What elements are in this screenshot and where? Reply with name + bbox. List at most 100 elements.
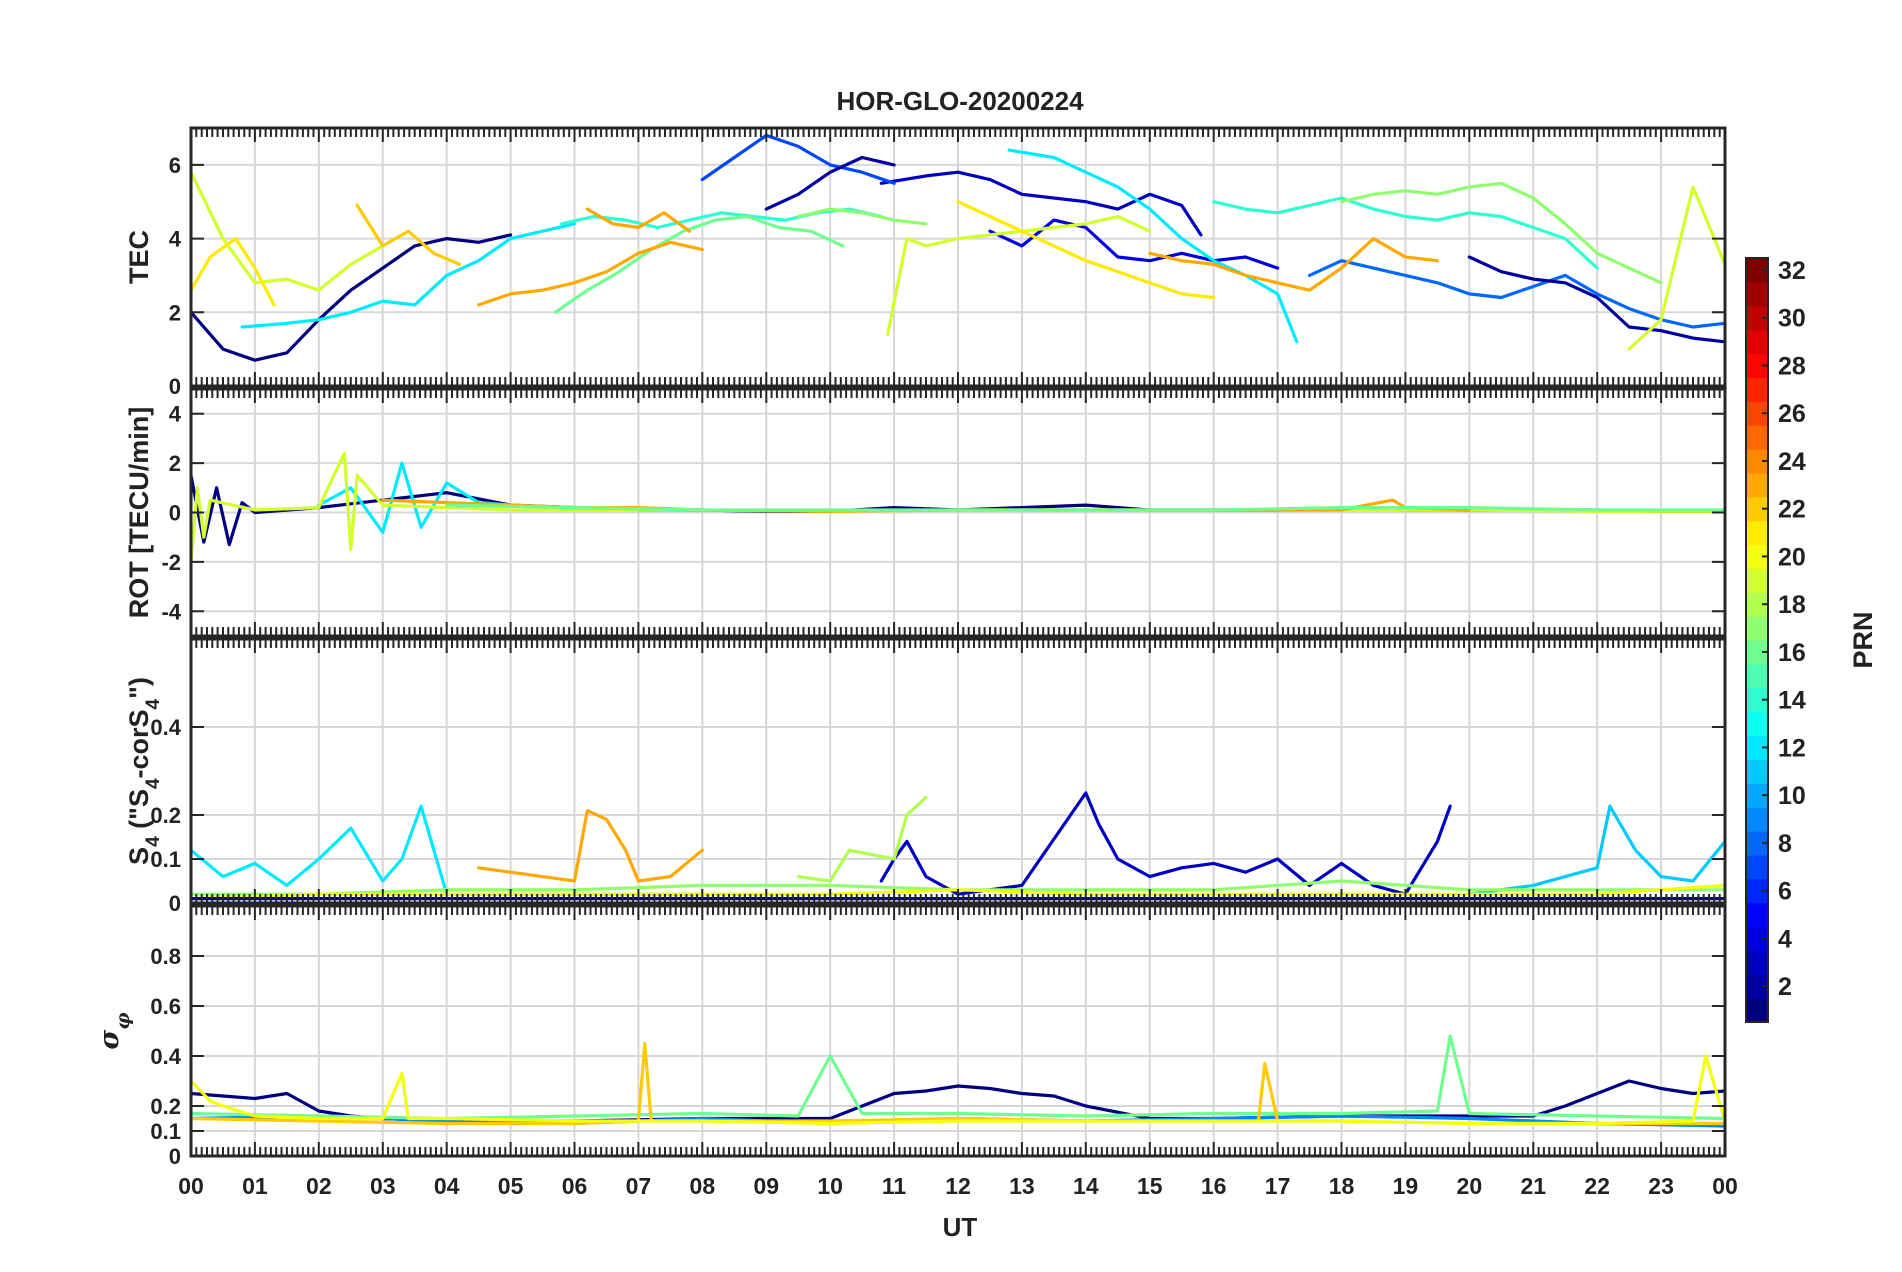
colorbar-frame	[1745, 257, 1769, 1023]
colorbar-tick-label: 8	[1778, 830, 1792, 858]
x-tick-label: 00	[178, 1173, 204, 1199]
y-tick-label: 0.4	[150, 1044, 181, 1069]
colorbar-segment	[1746, 998, 1768, 1023]
series-line-prn-8	[1307, 259, 1725, 329]
colorbar-segment	[1746, 663, 1768, 689]
panel-frame	[189, 904, 1727, 1158]
colorbar-segment	[1746, 687, 1768, 713]
colorbar-tick-label: 12	[1778, 734, 1806, 762]
colorbar-tick-label: 16	[1778, 639, 1806, 667]
x-axis: 00 01 02 03 04 05 06 07 08 09 10 11 12 13 14 15 16 17 18 19…	[178, 1173, 1738, 1199]
colorbar-tick-label: 30	[1778, 305, 1806, 333]
panel-series	[191, 133, 1725, 362]
colorbar-tick-label: 20	[1778, 543, 1806, 571]
colorbar-segment	[1746, 568, 1768, 593]
series-line-prn-18	[796, 795, 928, 883]
x-tick-label: 00	[1712, 1173, 1738, 1199]
x-tick-label: 04	[434, 1173, 460, 1199]
colorbar-segment	[1746, 878, 1768, 904]
colorbar-segment	[1746, 974, 1768, 999]
series-line-prn-1	[191, 1079, 1725, 1123]
y-tick-label: 0	[169, 501, 181, 526]
panel-frame	[189, 387, 1727, 638]
x-tick-label: 18	[1329, 1173, 1355, 1199]
colorbar-segment	[1746, 854, 1768, 880]
colorbar-segment	[1746, 950, 1768, 975]
panel-2: -4 -2 0 2 4 ROT [TECU/min]	[124, 387, 1727, 638]
x-tick-label: 20	[1457, 1173, 1483, 1199]
x-axis-label: UT	[943, 1212, 978, 1242]
series-line-prn-16	[553, 214, 845, 314]
x-tick-label: 06	[562, 1173, 588, 1199]
y-tick-label: -2	[161, 550, 181, 575]
y-tick-label: 0.4	[150, 715, 181, 740]
colorbar-segment	[1746, 807, 1768, 832]
colorbar-segment	[1746, 544, 1768, 569]
series-line-prn-1	[191, 233, 513, 362]
series-line-prn-23	[477, 240, 704, 307]
series-line-prn-4	[988, 218, 1280, 270]
y-axis-label: TEC	[124, 230, 154, 284]
colorbar-tick-label: 2	[1778, 973, 1792, 1001]
colorbar-segment	[1746, 258, 1768, 283]
colorbar-segment	[1746, 783, 1768, 808]
colorbar-label: PRN	[1848, 611, 1878, 668]
series-line-prn-16	[445, 503, 1725, 512]
y-tick-label: 0.2	[150, 1094, 181, 1119]
colorbar-segment	[1746, 520, 1768, 546]
x-tick-label: 19	[1393, 1173, 1419, 1199]
y-tick-label: 4	[169, 227, 182, 252]
colorbar-segment	[1746, 759, 1768, 784]
series-line-prn-19	[191, 170, 385, 292]
panel-frame	[189, 637, 1727, 905]
colorbar-tick-label: 32	[1778, 257, 1806, 285]
series-line-prn-22	[355, 203, 462, 266]
panel-series	[191, 1034, 1725, 1128]
panel-frame	[189, 126, 1727, 388]
colorbar-segment	[1746, 592, 1768, 617]
y-tick-label: 0	[169, 891, 181, 916]
series-line-prn-17	[1339, 181, 1663, 285]
panel-1: 0 2 4 6 TEC	[124, 126, 1727, 399]
colorbar-tick-label: 6	[1778, 878, 1792, 906]
series-line-prn-3	[879, 170, 1203, 237]
colorbar-tick-label: 28	[1778, 352, 1806, 380]
y-tick-label: 4	[169, 402, 182, 427]
colorbar-segment	[1746, 449, 1768, 474]
colorbar-segment	[1746, 711, 1768, 737]
colorbar-tick-label: 26	[1778, 400, 1806, 428]
colorbar-segment	[1746, 377, 1768, 402]
series-line-prn-14	[560, 207, 883, 230]
series-line-prn-23	[477, 808, 704, 883]
colorbar-tick-label: 24	[1778, 448, 1806, 476]
colorbar-segment	[1746, 281, 1768, 307]
x-tick-label: 23	[1648, 1173, 1674, 1199]
colorbar-segment	[1746, 831, 1768, 856]
series-line-prn-11	[1467, 804, 1725, 896]
series-line-prn-19	[1627, 185, 1725, 351]
x-tick-label: 01	[242, 1173, 268, 1199]
colorbar-tick-label: 10	[1778, 782, 1806, 810]
x-tick-label: 16	[1201, 1173, 1227, 1199]
x-tick-label: 21	[1520, 1173, 1546, 1199]
colorbar-segment	[1746, 735, 1768, 760]
y-tick-label: 6	[169, 153, 181, 178]
y-tick-label: -4	[161, 599, 181, 624]
x-tick-label: 12	[945, 1173, 971, 1199]
series-line-prn-21	[191, 237, 276, 307]
series-line-prn-23	[585, 207, 692, 233]
x-tick-label: 02	[306, 1173, 332, 1199]
colorbar-tick-label: 22	[1778, 496, 1806, 524]
x-tick-label: 03	[370, 1173, 396, 1199]
series-line-prn-23	[1148, 237, 1440, 292]
series-line-prn-21	[956, 200, 1216, 300]
series-line-prn-14	[1212, 196, 1599, 270]
series-line-prn-2	[1467, 255, 1725, 344]
series-line-prn-2	[764, 155, 896, 211]
panel-grid	[191, 639, 1725, 904]
y-tick-label: 0.2	[150, 803, 181, 828]
colorbar-segment	[1746, 640, 1768, 665]
colorbar-tick-label: 4	[1778, 925, 1792, 953]
y-axis-label: ROT [TECU/min]	[124, 407, 154, 618]
